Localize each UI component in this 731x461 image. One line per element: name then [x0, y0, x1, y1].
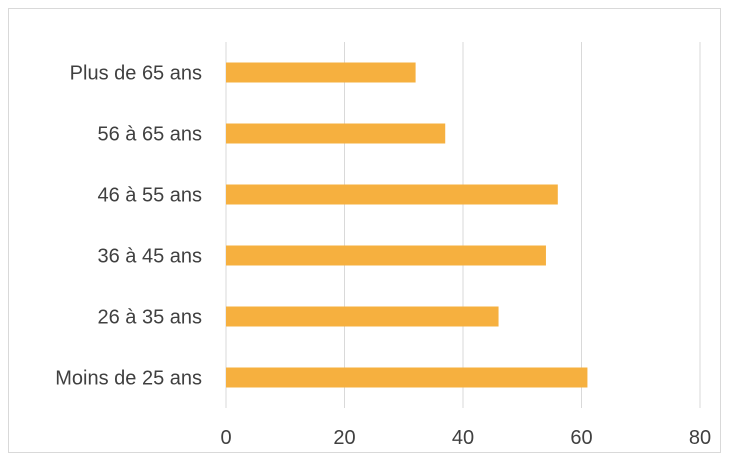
category-label: 56 à 65 ans [97, 124, 202, 146]
category-label: 46 à 55 ans [97, 185, 202, 207]
bar-2 [226, 245, 546, 266]
category-label: 36 à 45 ans [97, 246, 202, 268]
bar-0 [226, 367, 588, 388]
x-tick-label: 60 [570, 427, 592, 449]
x-tick-label: 80 [689, 427, 711, 449]
category-labels: Moins de 25 ans 26 à 35 ans 36 à 45 ans 46 … [55, 63, 202, 390]
bar-5 [226, 62, 416, 83]
x-tick-label: 40 [452, 427, 474, 449]
category-label: Plus de 65 ans [70, 63, 202, 85]
category-label: Moins de 25 ans [55, 368, 202, 390]
bar-layer [226, 62, 588, 388]
bar-1 [226, 306, 499, 327]
category-label: 26 à 35 ans [97, 307, 202, 329]
x-axis-tick-labels: 0 20 40 60 80 [220, 427, 711, 449]
bar-4 [226, 123, 446, 144]
grid-layer [225, 42, 701, 408]
bar-3 [226, 184, 558, 205]
x-tick-label: 0 [220, 427, 231, 449]
x-tick-label: 20 [333, 427, 355, 449]
